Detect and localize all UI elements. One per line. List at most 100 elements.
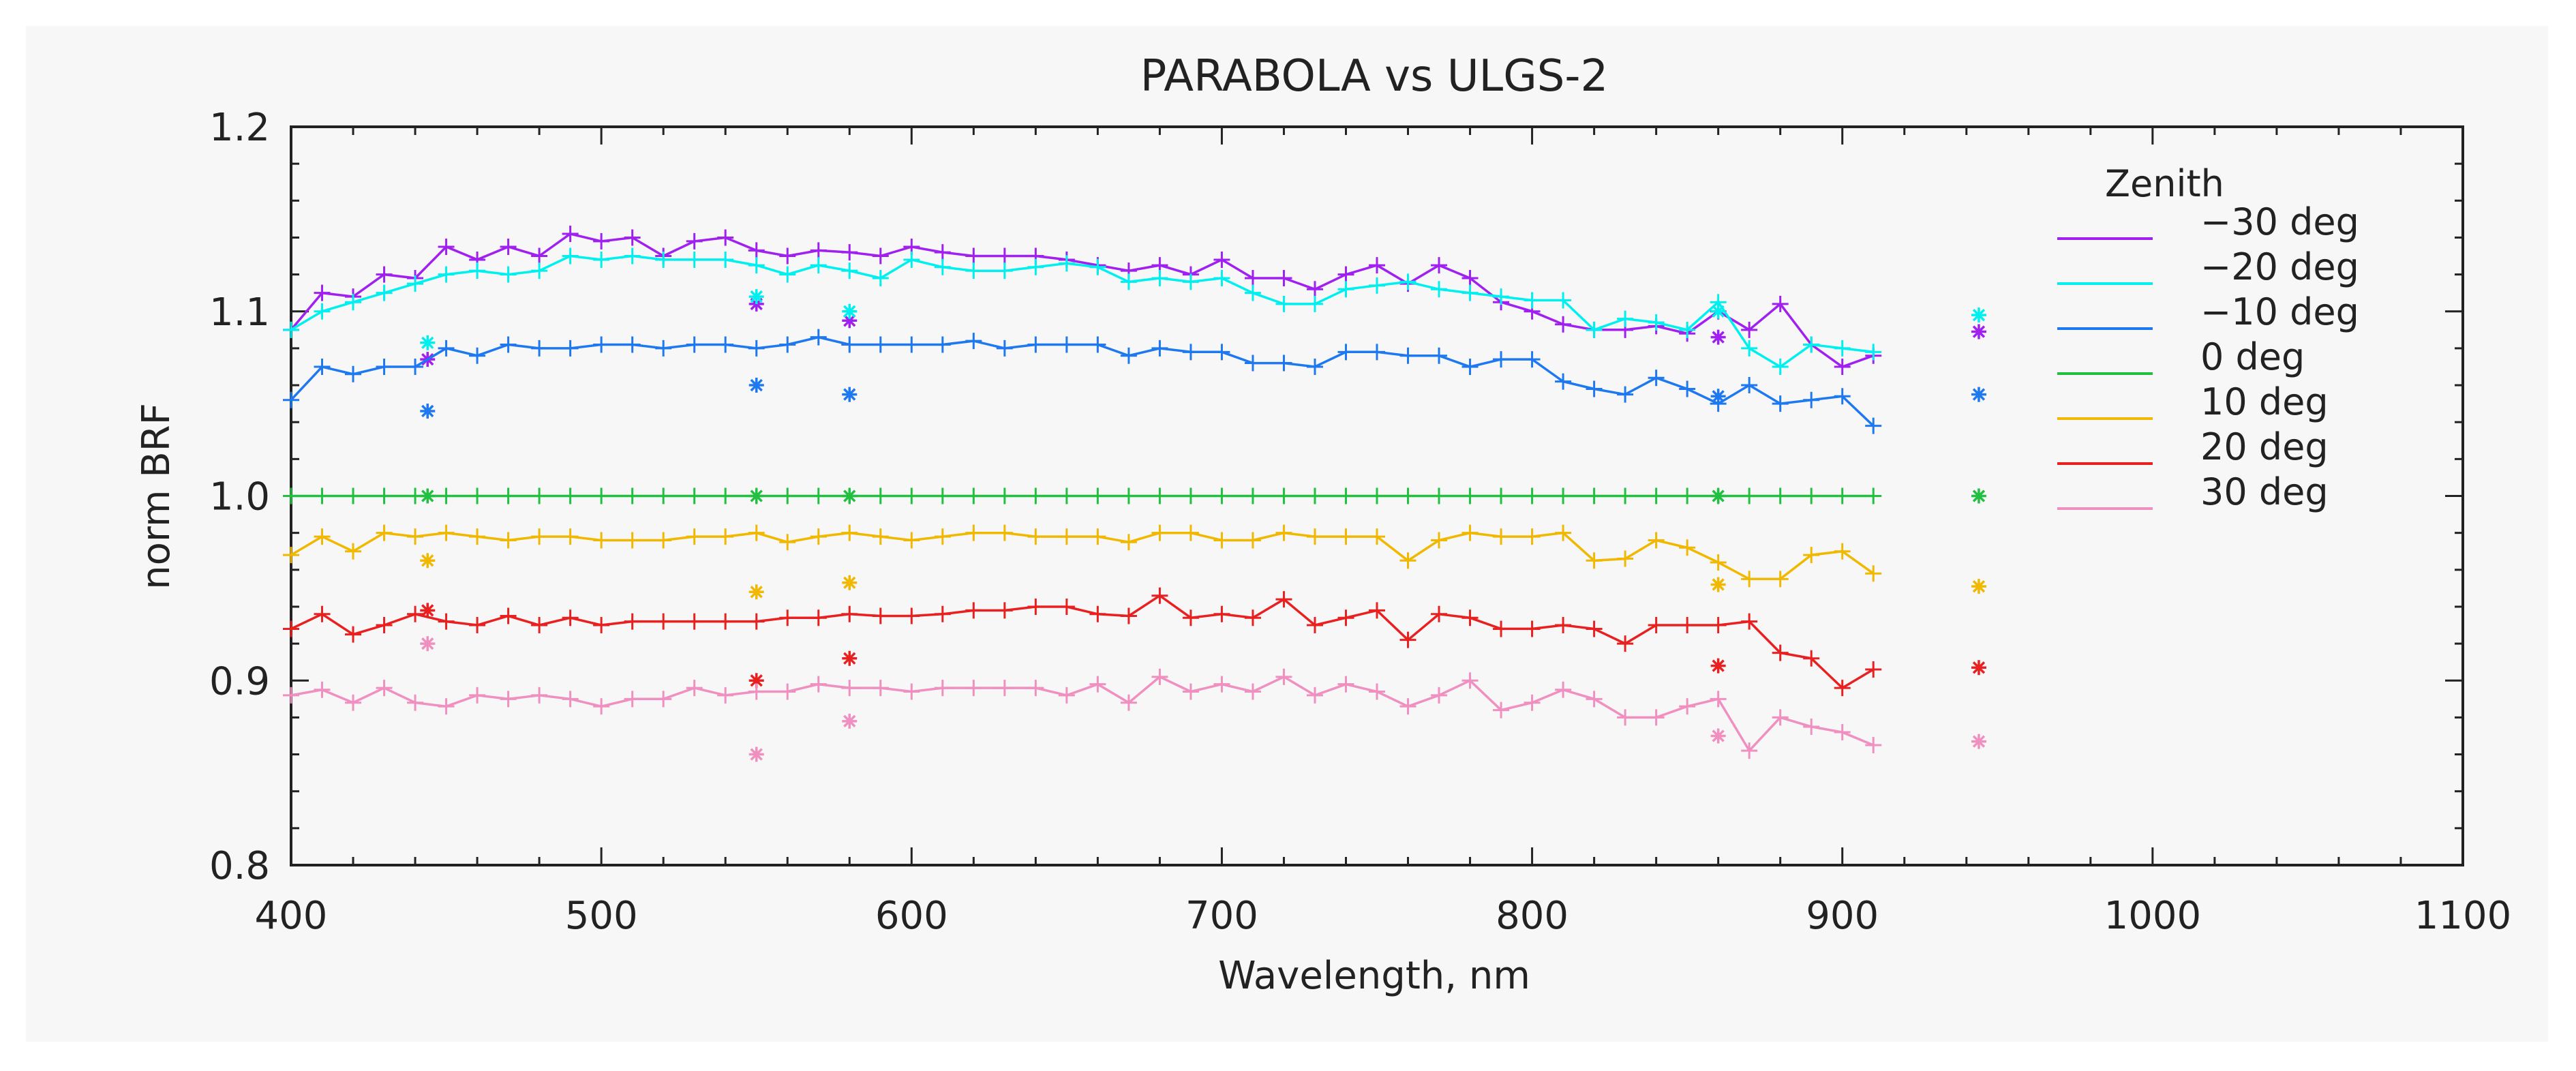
- data-point: [1772, 358, 1789, 375]
- y-tick-label: 1.2: [209, 106, 270, 150]
- data-point: [686, 336, 703, 353]
- data-point: [500, 487, 517, 504]
- data-point: [1493, 288, 1510, 305]
- data-point: [624, 336, 641, 353]
- x-axis-label: Wavelength, nm: [1218, 954, 1530, 998]
- reference-point: [842, 713, 858, 729]
- data-point: [1399, 552, 1416, 569]
- data-point: [996, 487, 1013, 504]
- data-point: [1027, 487, 1044, 504]
- data-point: [810, 609, 827, 627]
- reference-point: [748, 378, 764, 393]
- data-point: [1337, 281, 1354, 298]
- data-point: [314, 528, 331, 545]
- reference-point: [420, 603, 436, 618]
- data-point: [1586, 552, 1603, 569]
- data-point: [593, 232, 610, 250]
- data-point: [438, 266, 455, 283]
- data-point: [1865, 661, 1882, 678]
- series-line: [290, 675, 1874, 753]
- data-point: [1461, 524, 1479, 541]
- series-2: [283, 329, 1986, 434]
- data-point: [810, 257, 827, 274]
- data-point: [934, 336, 951, 353]
- data-point: [1244, 532, 1261, 549]
- data-point: [1058, 487, 1075, 504]
- data-point: [655, 340, 672, 357]
- reference-point: [748, 673, 764, 689]
- data-point: [1213, 487, 1230, 504]
- data-point: [1213, 344, 1230, 361]
- data-point: [1803, 547, 1820, 564]
- data-point: [779, 266, 796, 283]
- data-point: [965, 524, 982, 541]
- data-point: [1151, 524, 1168, 541]
- data-point: [1213, 676, 1230, 693]
- data-point: [593, 251, 610, 268]
- data-point: [1058, 687, 1075, 704]
- data-point: [810, 676, 827, 693]
- data-point: [438, 613, 455, 630]
- data-point: [1555, 292, 1572, 309]
- data-point: [996, 602, 1013, 619]
- data-point: [624, 229, 641, 246]
- data-point: [1834, 358, 1851, 375]
- data-point: [1679, 380, 1696, 397]
- reference-point: [842, 313, 858, 329]
- data-point: [1306, 295, 1323, 312]
- data-point: [1772, 571, 1789, 588]
- data-point: [1865, 417, 1882, 434]
- data-point: [1244, 284, 1261, 301]
- data-point: [1555, 617, 1572, 634]
- data-point: [1524, 620, 1541, 637]
- data-point: [345, 543, 362, 560]
- data-point: [1089, 487, 1106, 504]
- data-point: [562, 340, 579, 357]
- data-point: [345, 365, 362, 382]
- x-tick-label: 900: [1806, 894, 1879, 938]
- data-point: [314, 358, 331, 375]
- data-point: [1089, 528, 1106, 545]
- data-point: [376, 524, 393, 541]
- data-point: [1710, 554, 1727, 571]
- data-point: [531, 340, 548, 357]
- data-point: [903, 532, 920, 549]
- reference-point: [420, 636, 436, 652]
- data-point: [1369, 344, 1385, 361]
- data-point: [562, 609, 579, 627]
- y-tick-label: 1.1: [209, 290, 270, 335]
- data-point: [1865, 565, 1882, 582]
- data-point: [1555, 373, 1572, 390]
- data-point: [1461, 270, 1479, 287]
- data-point: [1182, 273, 1199, 290]
- data-point: [1586, 620, 1603, 637]
- data-point: [1337, 344, 1354, 361]
- x-tick-label: 400: [255, 894, 328, 938]
- data-point: [1337, 676, 1354, 693]
- data-point: [1617, 709, 1634, 726]
- data-point: [531, 617, 548, 634]
- data-point: [779, 247, 796, 265]
- data-point: [996, 247, 1013, 265]
- data-point: [1648, 617, 1665, 634]
- series-5: [283, 587, 1986, 697]
- reference-point: [1710, 303, 1726, 319]
- legend-label: 10 deg: [2200, 380, 2329, 423]
- data-point: [1586, 380, 1603, 397]
- data-point: [1803, 487, 1820, 504]
- data-point: [1617, 550, 1634, 567]
- data-point: [686, 487, 703, 504]
- data-point: [717, 487, 734, 504]
- data-point: [965, 262, 982, 280]
- data-point: [314, 303, 331, 320]
- data-point: [1089, 605, 1106, 622]
- data-point: [283, 687, 299, 704]
- reference-point: [842, 387, 858, 402]
- reference-point: [842, 650, 858, 666]
- data-point: [1710, 617, 1727, 634]
- data-point: [841, 262, 858, 280]
- data-point: [1555, 316, 1572, 333]
- data-point: [1089, 258, 1106, 275]
- reference-point: [1971, 488, 1986, 504]
- data-point: [872, 270, 889, 287]
